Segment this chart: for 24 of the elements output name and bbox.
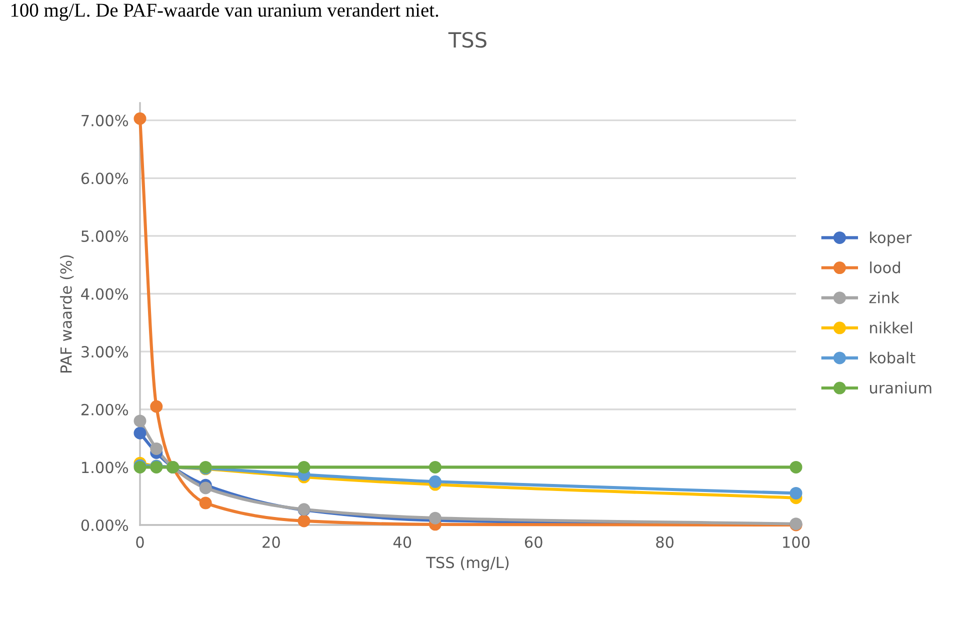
legend-label: zink xyxy=(869,292,900,304)
y-tick-label: 4.00% xyxy=(81,288,128,300)
x-tick-label: 100 xyxy=(783,536,810,548)
y-tick-label: 2.00% xyxy=(81,404,128,416)
legend-label: koper xyxy=(870,231,912,246)
y-tick-label: 0.00% xyxy=(81,519,128,532)
legend-label: nikkel xyxy=(870,322,912,334)
y-tick-label: 1.00% xyxy=(82,462,128,474)
x-axis-title: TSS (mg/L) xyxy=(426,556,509,572)
legend-label: lood xyxy=(870,262,900,274)
text: 100 mg/L. De PAF-waarde van uranium verandert niet. xyxy=(11,3,438,21)
y-tick-label: 7.00% xyxy=(82,114,128,126)
y-tick-label: 5.00% xyxy=(82,230,128,242)
legend-label: uranium xyxy=(870,382,932,394)
x-tick-label: 0 xyxy=(136,536,144,548)
x-tick-label: 40 xyxy=(393,536,412,548)
x-tick-label: 60 xyxy=(524,536,542,548)
y-tick-label: 6.00% xyxy=(81,172,128,184)
x-tick-label: 80 xyxy=(656,536,674,548)
y-axis-title: PAF waarde (%) xyxy=(60,255,74,372)
y-tick-label: 3.00% xyxy=(82,346,128,358)
chart-title: TSS xyxy=(448,32,486,48)
legend-label: kobalt xyxy=(870,352,916,364)
x-tick-label: 20 xyxy=(262,536,280,548)
